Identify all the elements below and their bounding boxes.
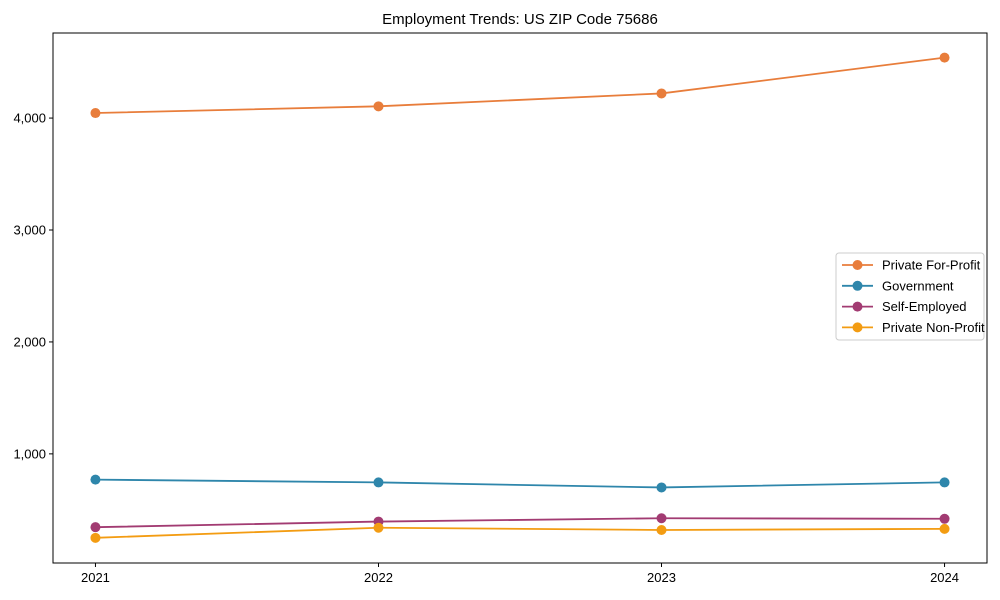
legend: Private For-Profit Government Self-Employe… [835, 252, 985, 341]
data-point-private-for-profit [939, 52, 950, 63]
legend-label: Private Non-Profit [882, 320, 985, 335]
data-point-self-employed [90, 522, 101, 533]
data-point-government [656, 482, 667, 493]
data-point-government [939, 477, 950, 488]
series-line-private-for-profit [95, 56, 945, 114]
data-point-self-employed [656, 513, 667, 524]
data-point-private-for-profit [373, 101, 384, 112]
legend-box [835, 252, 985, 341]
y-tick-label: 1,000 [13, 446, 46, 461]
data-point-private-for-profit [656, 88, 667, 99]
series-line-private-non-profit [95, 526, 945, 539]
legend-marker [852, 280, 863, 291]
series-line-government [95, 478, 945, 489]
chart-title: Employment Trends: US ZIP Code 75686 [382, 11, 658, 28]
x-tick-label: 2023 [647, 570, 676, 585]
x-tick-label: 2021 [81, 570, 110, 585]
y-tick-label: 2,000 [13, 334, 46, 349]
data-point-private-non-profit [939, 523, 950, 534]
legend-label: Government [882, 278, 954, 293]
data-point-government [90, 474, 101, 485]
series-line-self-employed [95, 517, 945, 529]
y-tick-label: 3,000 [13, 223, 46, 238]
data-point-private-for-profit [90, 108, 101, 119]
x-tick-label: 2024 [930, 570, 959, 585]
data-point-private-non-profit [656, 524, 667, 535]
data-point-private-non-profit [90, 532, 101, 543]
legend-marker [852, 322, 863, 333]
legend-label: Self-Employed [882, 299, 967, 314]
legend-marker [852, 301, 863, 312]
y-tick-label: 4,000 [13, 111, 46, 126]
data-point-private-non-profit [373, 522, 384, 533]
data-point-government [373, 477, 384, 488]
plot-frame [52, 32, 988, 564]
legend-marker [852, 260, 863, 270]
x-tick-label: 2022 [364, 570, 393, 585]
data-point-self-employed [939, 513, 950, 524]
legend-label: Private For-Profit [882, 258, 981, 273]
